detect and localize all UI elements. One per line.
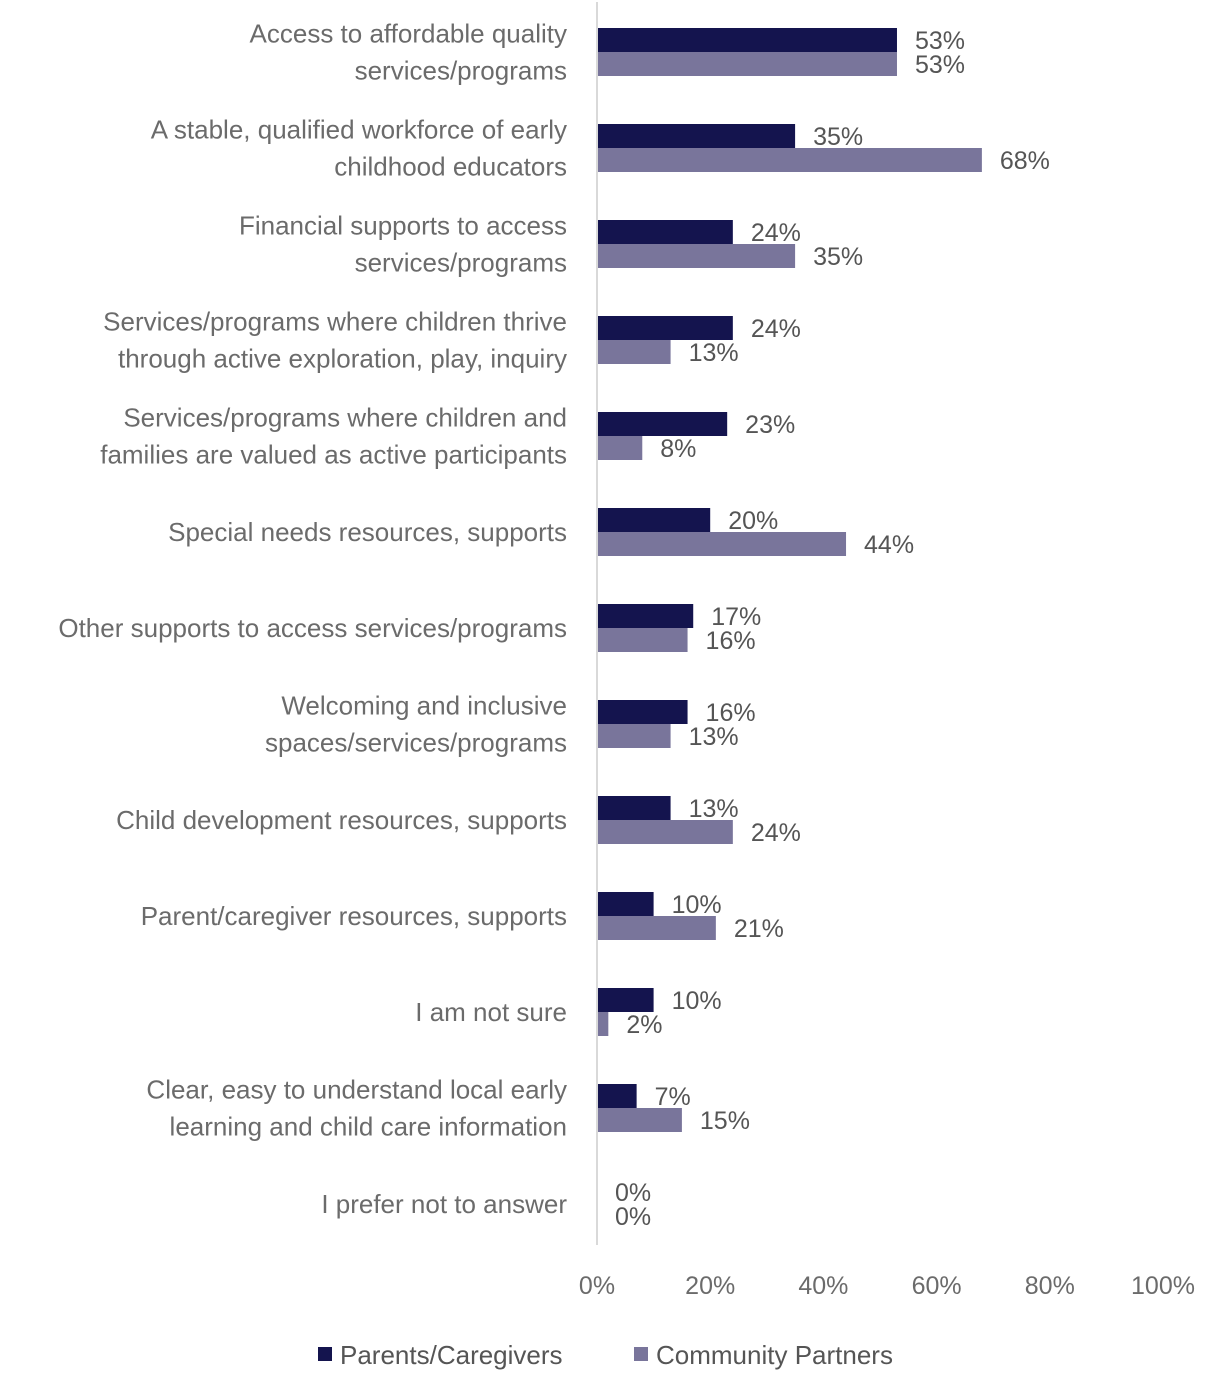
x-tick-label: 100% [1131, 1272, 1195, 1300]
category-label: childhood educators [334, 152, 567, 182]
bar-parents-caregivers [597, 412, 728, 436]
category-label: Clear, easy to understand local early [146, 1075, 567, 1105]
bar-parents-caregivers [597, 604, 694, 628]
category-label: Financial supports to access [239, 211, 567, 241]
value-labels: 53%53%35%68%24%35%24%13%23%8%20%44%17%16… [615, 27, 1050, 1231]
data-label: 15% [700, 1107, 750, 1135]
data-label: 23% [745, 411, 795, 439]
bar-parents-caregivers [597, 220, 733, 244]
category-label: Services/programs where children and [123, 403, 567, 433]
category-label: Welcoming and inclusive [281, 691, 567, 721]
category-label: Child development resources, supports [116, 805, 567, 835]
bar-parents-caregivers [597, 988, 654, 1012]
category-labels: Access to affordable quality services/pro… [58, 19, 567, 1220]
data-label: 0% [615, 1203, 651, 1231]
bar-parents-caregivers [597, 796, 671, 820]
category-label: services/programs [355, 248, 567, 278]
legend: Parents/Caregivers Community Partners [318, 1340, 893, 1370]
bar-parents-caregivers [597, 124, 796, 148]
data-label: 24% [751, 819, 801, 847]
category-label: families are valued as active participan… [100, 440, 567, 470]
data-label: 16% [706, 699, 756, 727]
legend-swatch [634, 1347, 648, 1361]
data-label: 2% [626, 1011, 662, 1039]
data-label: 35% [813, 243, 863, 271]
bar-community-partners [597, 244, 796, 268]
category-label: spaces/services/programs [265, 728, 567, 758]
bar-community-partners [597, 340, 671, 364]
data-label: 10% [672, 891, 722, 919]
data-label: 7% [655, 1083, 691, 1111]
bar-community-partners [597, 724, 671, 748]
bar-parents-caregivers [597, 28, 897, 52]
data-label: 13% [689, 339, 739, 367]
data-label: 35% [813, 123, 863, 151]
category-label: Access to affordable quality [250, 19, 567, 49]
bar-community-partners [597, 52, 897, 76]
category-label: through active exploration, play, inquir… [118, 344, 567, 374]
bar-community-partners [597, 1108, 682, 1132]
data-label: 10% [672, 987, 722, 1015]
legend-label: Community Partners [656, 1340, 893, 1370]
data-label: 24% [751, 219, 801, 247]
bar-community-partners [597, 820, 733, 844]
bar-parents-caregivers [597, 1084, 637, 1108]
x-axis-ticks: 0% 20% 40% 60% 80% 100% [579, 1272, 1195, 1300]
legend-label: Parents/Caregivers [340, 1340, 563, 1370]
data-label: 13% [689, 795, 739, 823]
bar-parents-caregivers [597, 700, 688, 724]
bar-community-partners [597, 628, 688, 652]
data-label: 24% [751, 315, 801, 343]
data-label: 68% [1000, 147, 1050, 175]
category-label: Special needs resources, supports [168, 517, 567, 547]
bar-community-partners [597, 532, 847, 556]
x-tick-label: 40% [798, 1272, 848, 1300]
x-tick-label: 80% [1025, 1272, 1075, 1300]
data-label: 16% [706, 627, 756, 655]
category-label: Services/programs where children thrive [103, 307, 567, 337]
category-label: services/programs [355, 56, 567, 86]
category-label: Other supports to access services/progra… [58, 613, 567, 643]
data-label: 21% [734, 915, 784, 943]
x-tick-label: 60% [912, 1272, 962, 1300]
data-label: 13% [689, 723, 739, 751]
legend-swatch [318, 1347, 332, 1361]
category-label: learning and child care information [170, 1112, 567, 1142]
bars [597, 28, 982, 1132]
bar-community-partners [597, 1012, 609, 1036]
bar-parents-caregivers [597, 892, 654, 916]
category-label: I am not sure [415, 997, 567, 1027]
x-tick-label: 20% [685, 1272, 735, 1300]
data-label: 53% [915, 27, 965, 55]
bar-parents-caregivers [597, 316, 733, 340]
data-label: 20% [728, 507, 778, 535]
data-label: 17% [711, 603, 761, 631]
data-label: 0% [615, 1179, 651, 1207]
data-label: 44% [864, 531, 914, 559]
x-tick-label: 0% [579, 1272, 615, 1300]
bar-community-partners [597, 436, 643, 460]
bar-parents-caregivers [597, 508, 711, 532]
data-label: 53% [915, 51, 965, 79]
category-label: Parent/caregiver resources, supports [141, 901, 567, 931]
data-label: 8% [660, 435, 696, 463]
category-label: A stable, qualified workforce of early [151, 115, 567, 145]
bar-community-partners [597, 916, 716, 940]
bar-community-partners [597, 148, 982, 172]
category-label: I prefer not to answer [321, 1189, 567, 1219]
